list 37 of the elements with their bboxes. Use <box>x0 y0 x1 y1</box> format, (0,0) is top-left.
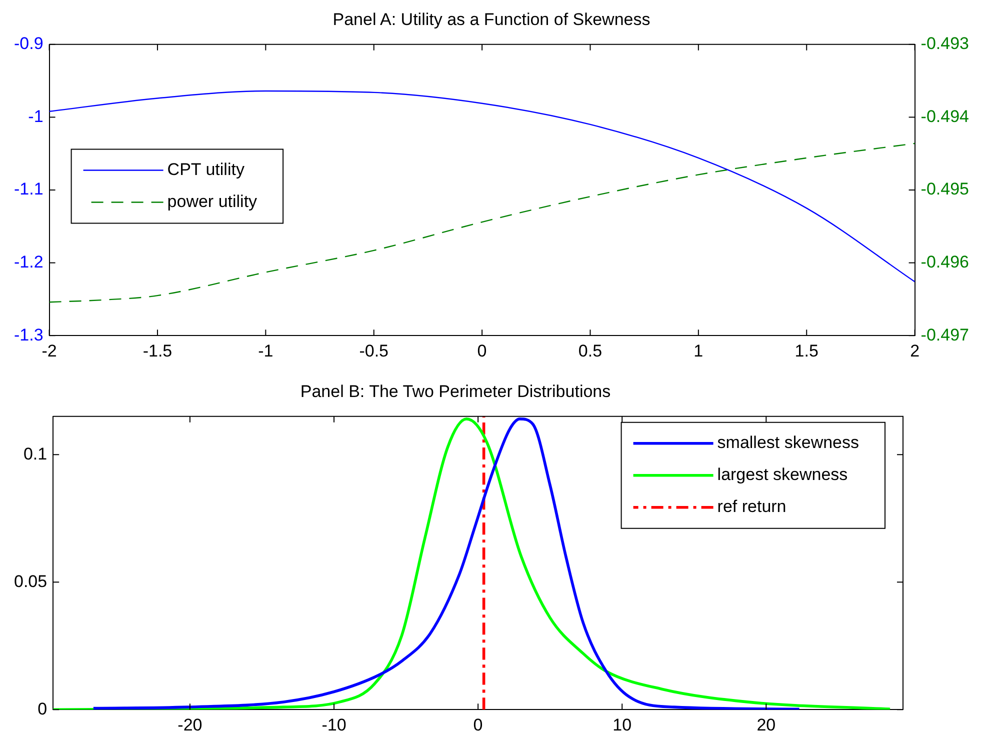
y-tick-label: 0 <box>38 699 48 718</box>
x-tick-label: 0 <box>473 715 483 734</box>
y-tick-label: 0.05 <box>14 572 48 591</box>
x-tick-label: -20 <box>178 715 202 734</box>
x-tick-label: -10 <box>322 715 346 734</box>
x-tick-label: -0.5 <box>359 341 389 360</box>
line-series <box>53 418 892 710</box>
x-tick-label: 0 <box>477 341 487 360</box>
y-tick-label: -1.2 <box>14 252 44 272</box>
legend-label: smallest skewness <box>717 433 860 452</box>
y-tick-label: -1.3 <box>14 325 44 344</box>
y2-tick-label: -0.496 <box>920 252 969 272</box>
y2-tick-label: -0.493 <box>920 34 969 54</box>
x-tick-label: -1 <box>258 341 274 360</box>
x-tick-label: 1 <box>694 341 704 360</box>
legend-label: ref return <box>717 497 786 516</box>
y-tick-label: 0.1 <box>23 444 48 464</box>
y-tick-label: -0.9 <box>14 34 44 54</box>
x-tick-label: 20 <box>756 715 776 734</box>
chart-title: Panel A: Utility as a Function of Skewness <box>332 10 650 29</box>
x-tick-label: -1.5 <box>142 341 172 360</box>
y2-tick-label: -0.495 <box>920 180 969 199</box>
x-tick-label: 0.5 <box>578 341 602 360</box>
y-tick-label: -1 <box>28 106 44 126</box>
legend-label: power utility <box>167 192 258 211</box>
legend-label: largest skewness <box>717 465 848 484</box>
legend-label: CPT utility <box>167 160 245 179</box>
line-series <box>49 142 915 303</box>
y-tick-label: -1.1 <box>14 180 44 199</box>
y2-tick-label: -0.497 <box>920 325 969 344</box>
x-tick-label: -2 <box>42 341 57 360</box>
x-tick-label: 1.5 <box>794 341 818 360</box>
y2-tick-label: -0.494 <box>920 106 969 126</box>
x-tick-label: 2 <box>910 341 920 360</box>
line-series <box>49 90 915 282</box>
x-tick-label: 10 <box>612 715 632 734</box>
chart-title: Panel B: The Two Perimeter Distributions <box>300 382 611 401</box>
